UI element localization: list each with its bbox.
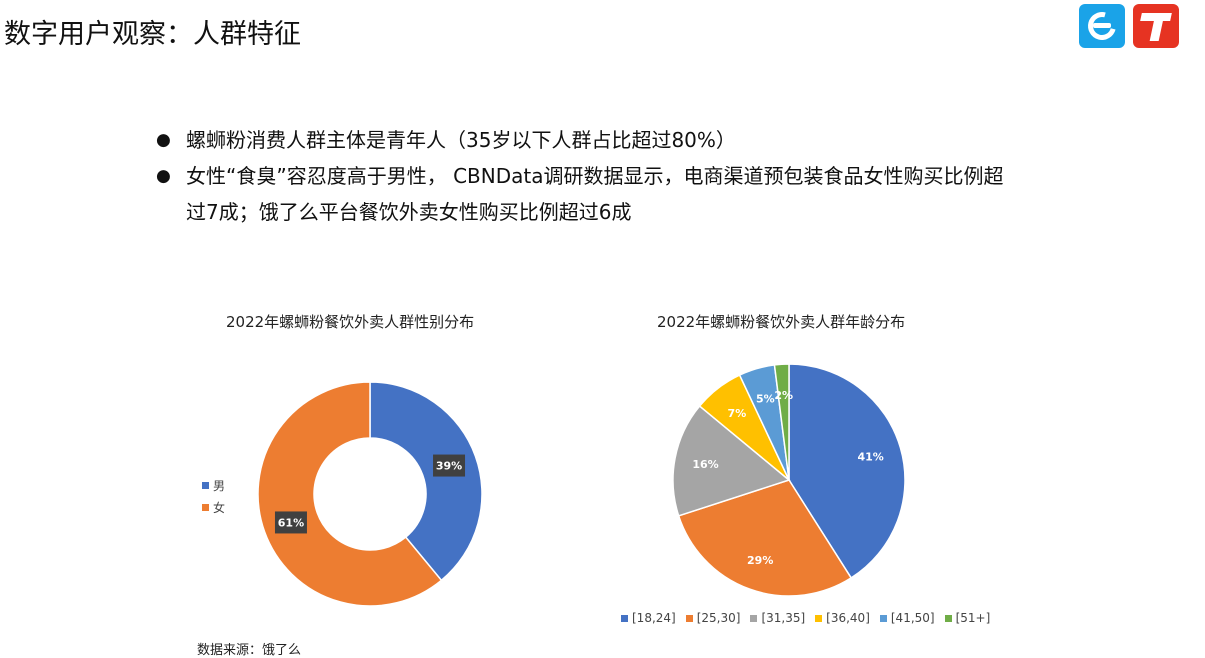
legend-swatch: [879, 614, 887, 622]
gender-chart-title: 2022年螺蛳粉餐饮外卖人群性别分布: [226, 313, 475, 331]
legend-item-age: [18,24]: [621, 611, 676, 625]
gender-data-label-1: 61%: [278, 516, 304, 529]
gender-data-label-0: 39%: [436, 460, 462, 473]
legend-label: 女: [213, 500, 226, 515]
gender-label-box-0: [433, 454, 466, 477]
legend-item-age: [41,50]: [879, 611, 935, 625]
legend-item-age: [31,35]: [750, 611, 805, 625]
brand-logos: [1079, 4, 1179, 48]
age-slice-1: [677, 479, 853, 597]
age-slice-2: [672, 405, 791, 517]
age-data-label-0: 41%: [857, 450, 883, 463]
data-source: 数据来源：饿了么: [197, 643, 302, 658]
bullet-item: ● 螺蛳粉消费人群主体是青年人（35岁以下人群占比超过80%）: [156, 122, 1056, 158]
bullet-text: 女性“食臭”容忍度高于男性， CBNData调研数据显示，电商渠道预包装食品女性…: [186, 164, 1004, 224]
bullet-text: 螺蛳粉消费人群主体是青年人（35岁以下人群占比超过80%）: [186, 128, 736, 152]
age-data-label-2: 16%: [692, 458, 718, 471]
legend-item-age: [51+]: [944, 611, 991, 625]
legend-swatch: [685, 614, 693, 622]
legend-swatch: [750, 614, 758, 622]
legend-swatch: [621, 614, 628, 622]
legend-label: [51+]: [955, 611, 991, 625]
legend-label: [36,40]: [826, 611, 870, 625]
bullet-dot-icon: ●: [156, 166, 171, 186]
legend-label: [18,24]: [632, 611, 676, 625]
legend-swatch: [944, 614, 952, 622]
page-title: 数字用户观察：人群特征: [4, 19, 301, 50]
age-slice-5: [773, 363, 790, 481]
gender-slice-0: [369, 381, 483, 582]
gender-legend: 男 女: [202, 474, 225, 518]
legend-label: [25,30]: [696, 611, 741, 625]
age-chart-title: 2022年螺蛳粉餐饮外卖人群年龄分布: [657, 313, 906, 331]
legend-label: [31,35]: [761, 611, 806, 625]
bullet-list: ● 螺蛳粉消费人群主体是青年人（35岁以下人群占比超过80%） ● 女性“食臭”…: [156, 122, 1056, 230]
bullet-item: ● 女性“食臭”容忍度高于男性， CBNData调研数据显示，电商渠道预包装食品…: [156, 158, 1056, 230]
age-legend: [18,24] [25,30] [31,35] [36,40] [41,50] …: [621, 611, 990, 625]
gender-label-box-1: [274, 511, 307, 534]
age-data-label-4: 5%: [756, 392, 775, 405]
legend-label: [41,50]: [890, 611, 935, 625]
gender-slice-1: [257, 381, 443, 607]
legend-item-age: [36,40]: [815, 611, 870, 625]
legend-item-age: [25,30]: [685, 611, 741, 625]
legend-swatch: [202, 503, 209, 511]
bullet-dot-icon: ●: [156, 130, 171, 150]
legend-item-male: 男: [202, 474, 225, 496]
legend-swatch: [815, 614, 823, 622]
legend-swatch: [202, 481, 209, 489]
age-data-label-1: 29%: [747, 554, 773, 567]
legend-item-female: 女: [202, 496, 225, 518]
age-data-label-3: 7%: [728, 407, 747, 420]
tmall-icon: [1133, 4, 1179, 48]
age-data-label-5: 2%: [774, 389, 793, 402]
legend-label: 男: [213, 478, 226, 493]
ele-icon: [1079, 4, 1125, 48]
